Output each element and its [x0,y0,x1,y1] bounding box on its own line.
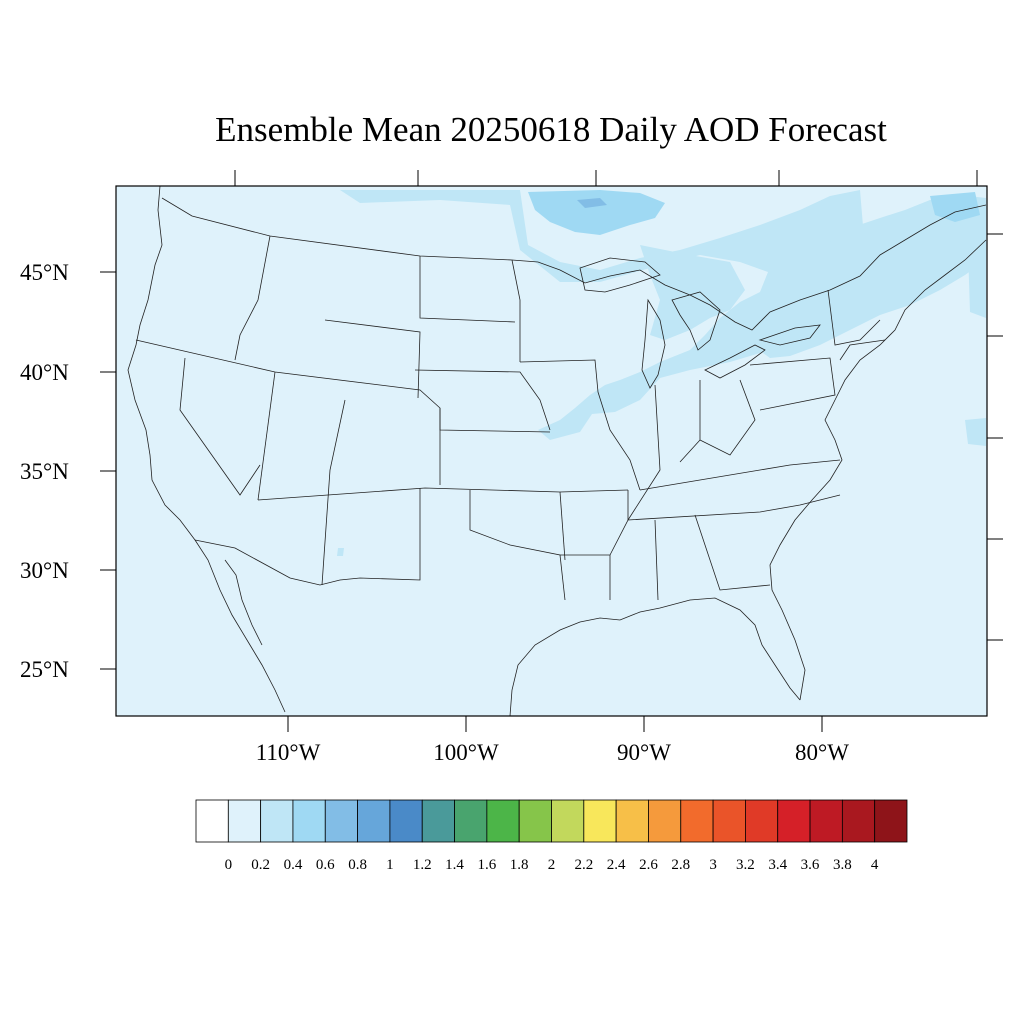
colorbar-label: 1 [386,857,394,873]
colorbar-label: 3.6 [801,857,820,873]
lon-labels: 110°W 100°W 90°W 80°W [256,740,850,765]
colorbar-label: 1.4 [445,857,464,873]
colorbar-label: 2.6 [639,857,658,873]
colorbar-swatch [324,799,358,843]
colorbar-label: 3.4 [768,857,787,873]
colorbar-swatch [421,799,455,843]
aod-0.6-0.8-region [577,198,607,208]
colorbar-swatch [227,799,262,843]
lat-label: 45°N [20,260,69,285]
colorbar-label: 1.6 [477,857,496,873]
coastlines-and-borders [127,185,987,717]
aod-0.2-0.4-regions [337,190,986,556]
colorbar-label: 2.2 [574,857,593,873]
colorbar-swatch [809,799,843,843]
aod-0.4-0.6-regions [528,190,980,235]
colorbar-swatch [389,799,423,843]
lat-label: 35°N [20,459,69,484]
colorbar-label: 3.8 [833,857,852,873]
colorbar-swatch [195,799,229,843]
lat-labels: 45°N 40°N 35°N 30°N 25°N [20,260,69,682]
colorbar-label: 0.4 [284,857,303,873]
colorbar-label: 2.4 [607,857,626,873]
colorbar-swatch [745,799,779,843]
colorbar-swatch [292,799,326,843]
colorbar-label: 0.2 [251,857,270,873]
colorbar-label: 0 [225,857,233,873]
lon-label: 110°W [256,740,321,765]
colorbar-label: 2.8 [671,857,690,873]
lon-label: 100°W [433,740,499,765]
colorbar-swatch [648,799,682,843]
lon-label: 80°W [795,740,849,765]
colorbar-label: 4 [871,857,879,873]
colorbar-swatch [841,799,876,843]
map-frame [115,185,988,717]
lat-label: 25°N [20,657,69,682]
colorbar-swatch [518,799,552,843]
colorbar-swatch [486,799,520,843]
colorbar-label: 1.8 [510,857,529,873]
colorbar-swatch [777,799,811,843]
colorbar-swatch [551,799,585,843]
colorbar-swatch [583,799,617,843]
colorbar-swatch [712,799,746,843]
colorbar-swatch [454,799,488,843]
colorbar-label: 1.2 [413,857,432,873]
colorbar-swatch [680,799,714,843]
colorbar-label: 0.8 [348,857,367,873]
lon-label: 90°W [617,740,671,765]
colorbar-label: 3.2 [736,857,755,873]
colorbar-swatch [874,799,908,843]
colorbar: 0 0.2 0.4 0.6 0.8 1 1.2 1.4 1.6 1.8 2 2.2 2.4 2.6 2.8 3… [195,799,908,873]
map-ticks [100,170,1003,732]
colorbar-label: 3 [709,857,717,873]
colorbar-swatch [260,799,294,843]
colorbar-label: 0.6 [316,857,335,873]
colorbar-swatch [615,799,649,843]
map-title: Ensemble Mean 20250618 Daily AOD Forecas… [215,110,887,149]
lat-label: 40°N [20,360,69,385]
map-plot-area [115,185,988,717]
colorbar-label: 2 [548,857,556,873]
colorbar-swatch [357,799,391,843]
lat-label: 30°N [20,558,69,583]
